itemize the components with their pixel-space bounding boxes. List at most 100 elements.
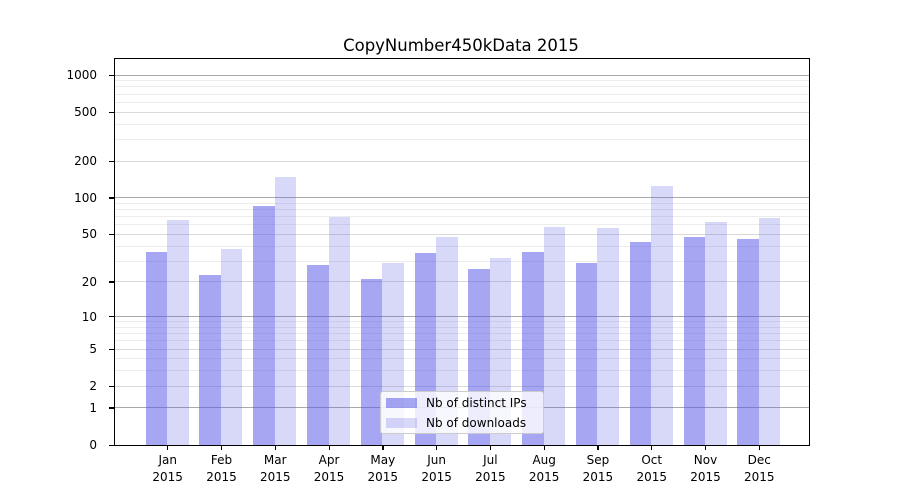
y-axis-tick-label: 10 xyxy=(81,309,97,324)
y-gridline-minor xyxy=(115,202,809,204)
y-gridline xyxy=(115,111,809,113)
y-axis-tick xyxy=(109,385,115,387)
x-axis-tick-label: Jan 2015 xyxy=(152,453,183,484)
y-gridline-major xyxy=(115,316,809,318)
y-gridline xyxy=(115,385,809,387)
y-gridline-minor xyxy=(115,321,809,323)
y-axis-tick xyxy=(109,111,115,113)
x-axis-tick-label: May 2015 xyxy=(367,453,399,484)
y-gridline-minor xyxy=(115,80,809,82)
bar-downloads-sep xyxy=(597,227,619,445)
y-gridline-minor xyxy=(115,101,809,103)
x-axis-tick xyxy=(220,445,223,450)
y-gridline-minor xyxy=(115,358,809,360)
y-gridline-minor xyxy=(115,245,809,247)
legend: Nb of distinct IPs Nb of downloads xyxy=(380,391,544,434)
y-gridline-minor xyxy=(115,260,809,262)
y-gridline-minor xyxy=(115,138,809,140)
y-gridline xyxy=(115,281,809,283)
y-gridline-minor xyxy=(115,209,809,211)
y-gridline-minor xyxy=(115,86,809,88)
bar-distinct-ips-may xyxy=(360,279,383,445)
bar-distinct-ips-mar xyxy=(253,206,275,445)
bar-distinct-ips-jan xyxy=(145,251,168,445)
x-axis-tick xyxy=(382,445,384,450)
y-axis-tick xyxy=(109,197,115,199)
bar-downloads-feb xyxy=(220,248,243,445)
bar-distinct-ips-apr xyxy=(307,264,329,445)
x-axis-tick-label: Jul 2015 xyxy=(475,453,506,484)
y-gridline xyxy=(115,348,809,350)
bar-distinct-ips-sep xyxy=(575,262,598,445)
plot-area: 0 1 2 5 10 20 50 100 200 500 1000 Jan 2015 Feb 2015 M… xyxy=(66,58,810,484)
y-axis-tick-label: 100 xyxy=(74,190,97,205)
x-axis-tick xyxy=(167,445,169,450)
y-axis-tick-label: 20 xyxy=(81,274,97,289)
y-gridline-minor xyxy=(115,224,809,226)
legend-label-downloads: Nb of downloads xyxy=(426,415,527,430)
y-gridline-minor xyxy=(115,93,809,95)
bar-downloads-aug xyxy=(543,226,566,445)
y-gridline-major xyxy=(115,197,809,199)
x-axis-tick xyxy=(328,445,330,450)
x-axis-tick xyxy=(436,445,438,450)
x-axis-tick-label: Apr 2015 xyxy=(313,453,345,484)
x-axis-tick-label: Dec 2015 xyxy=(743,453,775,484)
x-axis-tick xyxy=(543,445,545,450)
x-axis-tick xyxy=(597,445,599,450)
y-gridline xyxy=(115,233,809,235)
y-axis-tick xyxy=(109,348,115,350)
y-gridline-minor xyxy=(115,216,809,218)
legend-swatch-downloads xyxy=(386,417,417,428)
x-axis-tick xyxy=(489,445,492,450)
chart-title: CopyNumber450kData 2015 xyxy=(343,36,579,55)
x-axis-tick xyxy=(758,445,760,450)
y-gridline-minor xyxy=(115,370,809,372)
x-axis-tick-label: Jun 2015 xyxy=(421,453,452,484)
bar-downloads-dec xyxy=(758,218,781,445)
legend-item-downloads: Nb of downloads xyxy=(386,414,543,432)
y-axis-tick-label: 200 xyxy=(74,154,97,169)
x-axis-tick-label: Aug 2015 xyxy=(528,453,560,484)
bar-downloads-mar xyxy=(274,177,297,445)
bar-distinct-ips-feb xyxy=(199,274,221,445)
y-axis-tick-label: 0 xyxy=(89,438,97,452)
y-axis-tick-label: 500 xyxy=(74,105,97,120)
x-axis-tick xyxy=(705,445,707,450)
x-axis-tick-label: Mar 2015 xyxy=(259,453,291,484)
legend-swatch-distinct-ips xyxy=(386,397,417,408)
y-gridline-minor xyxy=(115,326,809,328)
x-axis-tick xyxy=(651,445,653,450)
legend-item-distinct-ips: Nb of distinct IPs xyxy=(386,394,543,412)
y-axis-tick-label: 1 xyxy=(89,400,97,415)
y-axis-tick xyxy=(109,444,115,446)
y-axis-tick-label: 1000 xyxy=(66,68,97,83)
y-gridline-minor xyxy=(115,333,809,335)
bar-downloads-apr xyxy=(328,217,351,445)
bar-distinct-ips-oct xyxy=(629,242,652,445)
y-axis-tick-label: 2 xyxy=(89,379,97,394)
y-gridline-major xyxy=(115,74,809,76)
y-axis-tick xyxy=(109,281,115,283)
y-axis-tick xyxy=(109,74,115,76)
x-axis-tick-label: Sep 2015 xyxy=(582,453,614,484)
y-axis-tick xyxy=(109,233,115,236)
legend-label-distinct-ips: Nb of distinct IPs xyxy=(426,395,527,410)
bar-downloads-jan xyxy=(167,219,189,445)
y-axis-tick xyxy=(109,407,115,409)
bar-downloads-nov xyxy=(705,222,727,445)
x-axis-tick-label: Feb 2015 xyxy=(206,453,237,484)
y-axis-tick-label: 50 xyxy=(81,227,97,242)
x-axis-tick xyxy=(274,445,276,450)
y-gridline-minor xyxy=(115,123,809,125)
y-gridline xyxy=(115,160,809,162)
y-gridline-minor xyxy=(115,340,809,342)
y-axis-tick xyxy=(109,160,115,162)
x-axis-tick-label: Nov 2015 xyxy=(690,453,721,484)
y-axis-tick-label: 5 xyxy=(89,342,97,357)
bar-distinct-ips-nov xyxy=(683,236,705,445)
y-axis-tick xyxy=(109,316,115,318)
bar-distinct-ips-dec xyxy=(737,238,759,445)
x-axis-tick-label: Oct 2015 xyxy=(636,453,667,484)
